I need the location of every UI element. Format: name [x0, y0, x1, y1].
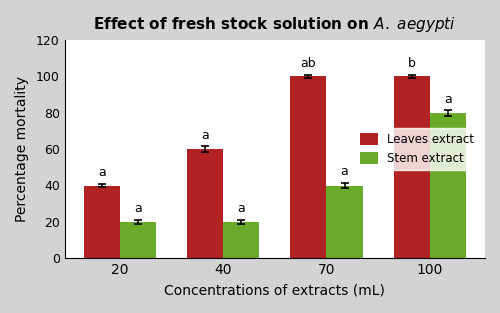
Bar — [187, 149, 223, 258]
Legend: Leaves extract, Stem extract: Leaves extract, Stem extract — [356, 128, 479, 170]
Y-axis label: Percentage mortality: Percentage mortality — [15, 76, 29, 222]
Text: a: a — [238, 203, 245, 215]
Text: b: b — [408, 57, 416, 70]
Text: a: a — [340, 165, 348, 178]
Text: a: a — [134, 203, 142, 215]
Text: ab: ab — [300, 57, 316, 70]
Text: a: a — [444, 93, 452, 105]
Bar — [120, 222, 156, 258]
Text: a: a — [202, 129, 209, 142]
Bar — [290, 76, 326, 258]
Text: a: a — [98, 166, 106, 179]
Bar — [84, 186, 120, 258]
Title: Effect of fresh stock solution on $\it{A.\ aegypti}$: Effect of fresh stock solution on $\it{A… — [94, 15, 456, 34]
X-axis label: Concentrations of extracts (mL): Concentrations of extracts (mL) — [164, 284, 386, 298]
Bar — [326, 186, 362, 258]
Bar — [430, 113, 466, 258]
Bar — [223, 222, 260, 258]
Bar — [394, 76, 430, 258]
